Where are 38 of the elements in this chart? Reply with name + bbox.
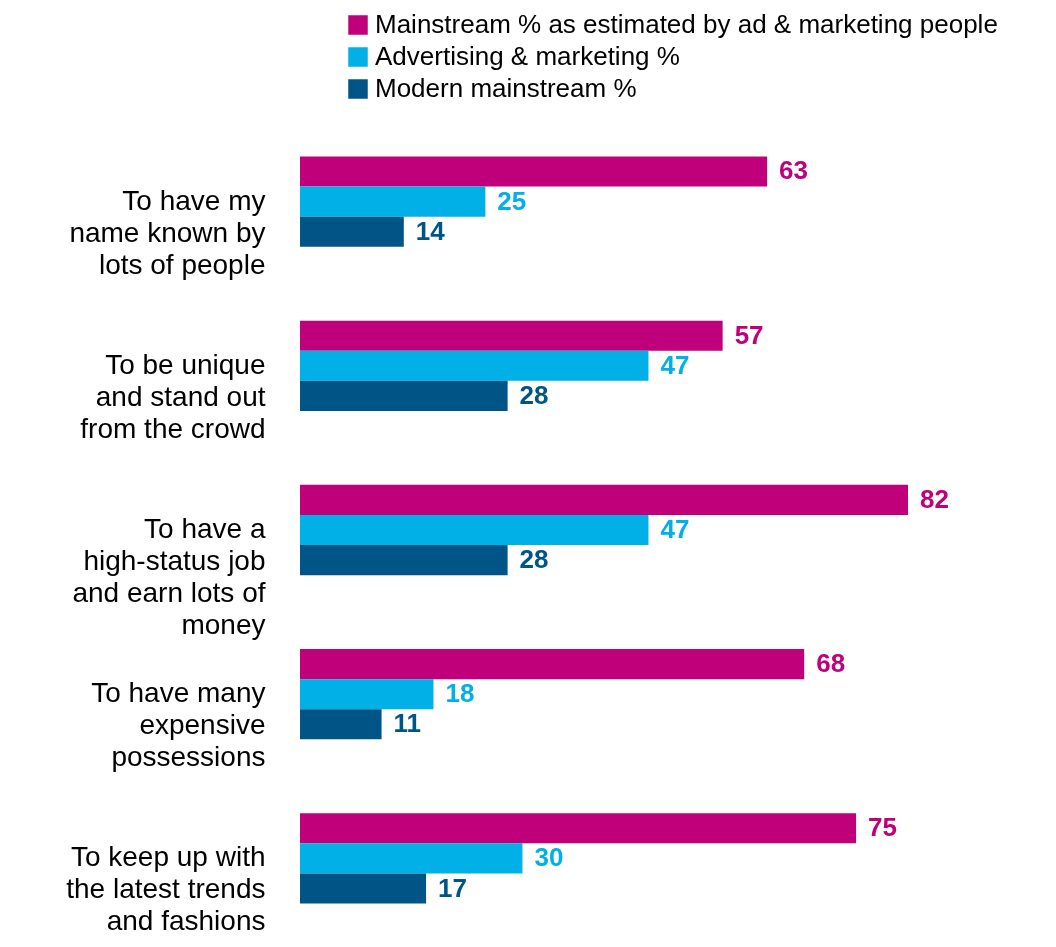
y-tick-label: To have my name known by lots of people [69, 184, 266, 280]
legend-label: Modern mainstream % [375, 73, 637, 103]
data-label: 30 [534, 842, 564, 873]
data-label: 25 [497, 185, 527, 216]
bar [300, 514, 649, 546]
data-label: 28 [519, 544, 549, 575]
bar [300, 350, 649, 381]
data-label: 63 [779, 155, 809, 186]
bar [300, 320, 723, 351]
bar [300, 873, 427, 904]
data-label: 47 [660, 349, 690, 380]
data-label: 11 [393, 708, 422, 739]
data-label: 82 [920, 483, 949, 514]
data-label: 17 [438, 872, 467, 903]
bar [300, 679, 434, 710]
bar [300, 649, 805, 680]
bar [300, 545, 508, 576]
bar [300, 216, 404, 247]
y-tick-label: To have many expensive possessions [91, 677, 266, 773]
bar [300, 709, 382, 740]
bar [300, 843, 523, 874]
bar [300, 380, 508, 411]
y-tick-label: To keep up with the latest trends and fashions [66, 841, 266, 937]
data-label: 47 [660, 514, 690, 544]
y-tick-label: To be unique and stand out from the crowd [80, 348, 266, 444]
data-label: 68 [816, 648, 846, 679]
data-label: 18 [445, 678, 475, 709]
legend-label: Mainstream % as estimated by ad & marketing people [375, 9, 998, 39]
bar [300, 813, 857, 844]
legend-label: Advertising & marketing % [375, 41, 680, 71]
bar [300, 186, 486, 217]
data-label: 28 [519, 379, 549, 410]
bar [300, 156, 768, 187]
data-label: 14 [415, 215, 446, 246]
data-label: 57 [734, 319, 764, 350]
data-label: 75 [868, 812, 898, 843]
bar [300, 484, 908, 515]
y-tick-label: To have a high-status job and earn lots of money [72, 513, 266, 640]
